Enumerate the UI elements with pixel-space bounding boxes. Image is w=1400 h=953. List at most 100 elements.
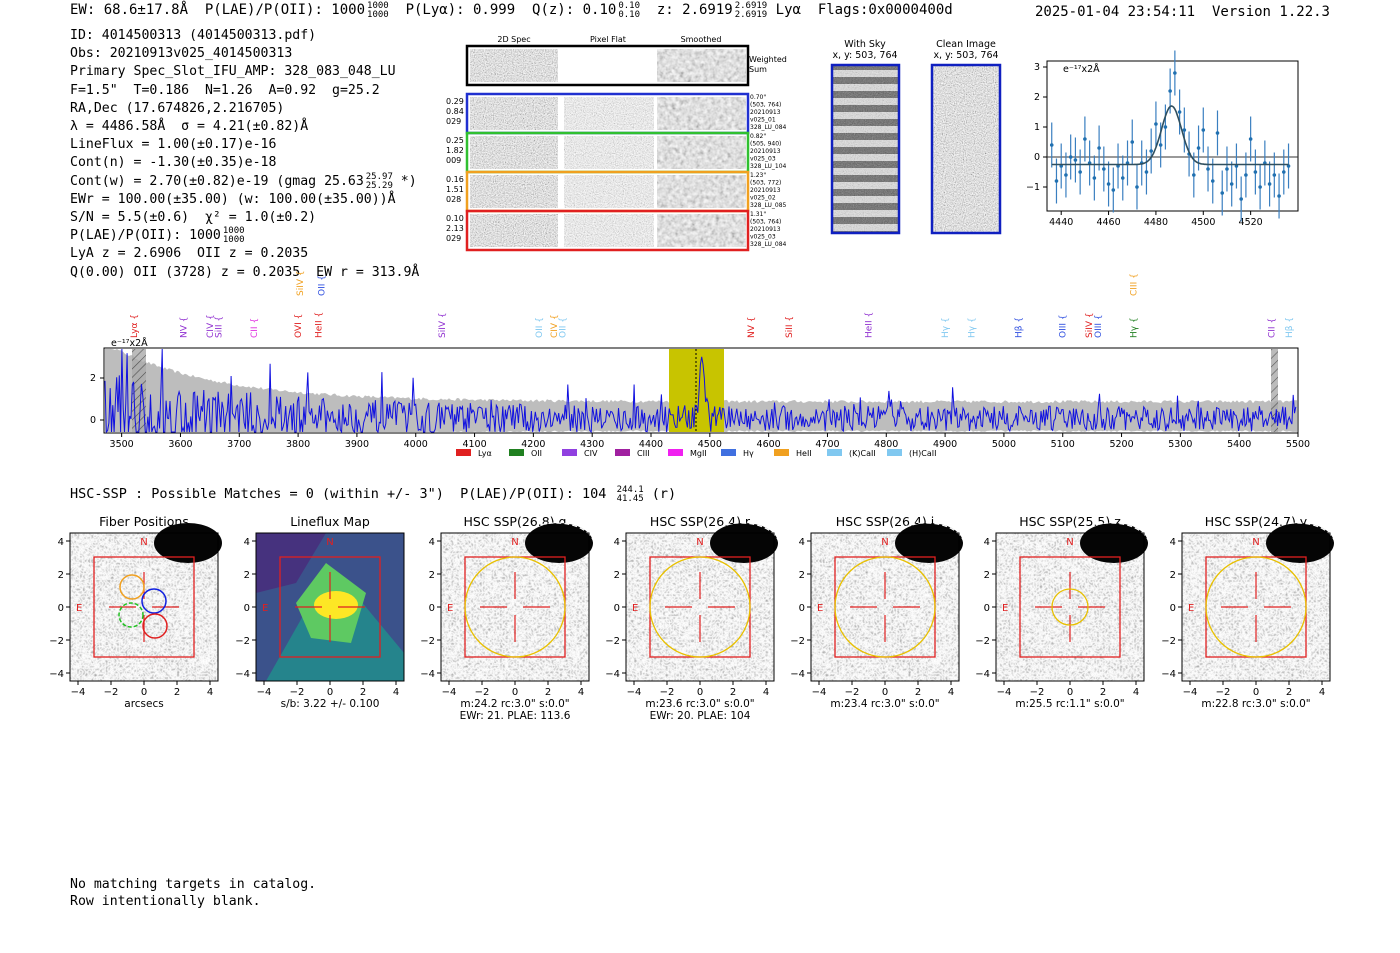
line-fit-model bbox=[1051, 105, 1289, 166]
y-tick-label: −2 bbox=[605, 636, 620, 647]
line-label-text: Hγ { bbox=[941, 317, 951, 338]
x-tick-label: 5500 bbox=[1286, 439, 1310, 450]
data-point bbox=[1229, 182, 1234, 186]
x-tick-label: 3900 bbox=[345, 439, 369, 450]
cutout-right-label: v025_03 bbox=[750, 234, 776, 241]
data-point bbox=[1120, 176, 1125, 180]
x-tick-label: −2 bbox=[845, 687, 860, 698]
panel-caption: m:23.6 rc:3.0" s:0.0" bbox=[645, 698, 754, 710]
data-point bbox=[1201, 128, 1206, 132]
y-tick-label: 2 bbox=[1034, 92, 1040, 103]
detection-info: ID: 4014500313 (4014500313.pdf) Obs: 202… bbox=[70, 27, 419, 282]
line-label-text: Lyα { bbox=[130, 314, 140, 338]
plae-header: P(LAE)/P(OII): 1000 bbox=[204, 2, 366, 18]
line-label-text: CII { bbox=[250, 318, 260, 338]
legend-label: CIII bbox=[637, 449, 650, 458]
legend-swatch bbox=[615, 449, 630, 456]
line-label: OIII { bbox=[1059, 314, 1069, 338]
data-point bbox=[1154, 122, 1158, 126]
x-tick-label: −4 bbox=[812, 687, 827, 698]
info-primary: Primary Spec_Slot_IFU_AMP: 328_083_048_L… bbox=[70, 64, 396, 80]
z-hi: 2.6919 bbox=[734, 1, 768, 11]
line-label-text: SiIV { bbox=[296, 270, 306, 296]
aperture-circle bbox=[1205, 556, 1307, 658]
y-tick-label: 4 bbox=[984, 537, 990, 548]
line-label-text: OVI { bbox=[294, 314, 304, 338]
line-label-text: CIV { bbox=[550, 314, 560, 338]
info-plae: P(LAE)/P(OII): 1000 1000 1000 bbox=[70, 227, 419, 245]
plae-text: P(LAE)/P(OII): 1000 bbox=[70, 228, 221, 244]
y-tick-label: 4 bbox=[244, 537, 250, 548]
header-summary: EW: 68.6±17.8Å P(LAE)/P(OII): 1000 1000 10… bbox=[70, 2, 953, 20]
source-ellipse bbox=[887, 522, 965, 568]
cutout-left-label: 0.84 bbox=[446, 107, 464, 116]
data-point bbox=[1253, 170, 1258, 174]
cutout-left-label: 028 bbox=[446, 195, 461, 204]
plae-lo: 1000 bbox=[367, 10, 389, 20]
y-tick-label: 0 bbox=[58, 603, 64, 614]
legend-label: CIV bbox=[584, 449, 598, 458]
gmag-lo: 25.29 bbox=[365, 180, 393, 191]
line-label: CIII { bbox=[1129, 273, 1139, 296]
legend-label: OII bbox=[531, 449, 542, 458]
panel-caption-2: EWr: 20. PLAE: 104 bbox=[650, 710, 751, 722]
y-tick-label: −4 bbox=[235, 669, 250, 680]
with-sky-frame bbox=[830, 63, 901, 235]
aperture-box bbox=[1019, 556, 1121, 658]
spectrum-unit: e⁻¹⁷x2Å bbox=[111, 337, 148, 349]
x-tick-label: 2 bbox=[360, 687, 366, 698]
panel-title: HSC SSP(26.4) i bbox=[836, 514, 934, 529]
line-label: OIII { bbox=[1094, 314, 1104, 338]
y-tick-label: −2 bbox=[235, 636, 250, 647]
source-ellipse bbox=[517, 522, 595, 568]
x-tick-label: 0 bbox=[1253, 687, 1259, 698]
lineflux-low bbox=[256, 533, 326, 593]
east-marker: E bbox=[1188, 603, 1194, 614]
weighted-label-2: Sum bbox=[749, 65, 767, 74]
cutout-left-label: 029 bbox=[446, 117, 461, 126]
east-marker: E bbox=[817, 603, 823, 614]
ew-value: EW: 68.6±17.8Å bbox=[70, 2, 189, 18]
y-tick-label: 2 bbox=[799, 570, 805, 581]
data-point bbox=[1192, 173, 1196, 177]
x-tick-label: −2 bbox=[1030, 687, 1045, 698]
qz-lo: 0.10 bbox=[618, 10, 640, 20]
clean-image-title: Clean Image bbox=[936, 39, 996, 50]
x-tick-label: −4 bbox=[1183, 687, 1198, 698]
x-tick-label: 2 bbox=[1286, 687, 1292, 698]
info-lineflux: LineFlux = 1.00(±0.17)e-16 bbox=[70, 137, 277, 153]
cutout-left-label: 0.10 bbox=[446, 214, 464, 223]
line-label-text: OII { bbox=[318, 275, 328, 296]
panel-caption-2: EWr: 21. PLAE: 113.6 bbox=[460, 710, 571, 722]
source-ellipse bbox=[1072, 522, 1150, 568]
catalog-message: No matching targets in catalog. Row inten… bbox=[70, 876, 316, 910]
data-point bbox=[1102, 167, 1106, 171]
cutout-right-label: (503, 772) bbox=[750, 180, 781, 187]
cutout-left-label: 1.82 bbox=[446, 146, 464, 155]
x-tick-label: 0 bbox=[512, 687, 518, 698]
data-point bbox=[1149, 149, 1153, 153]
aperture-box bbox=[279, 556, 381, 658]
data-point bbox=[1092, 176, 1097, 180]
x-tick-label: 4500 bbox=[1191, 217, 1215, 228]
y-tick-label: 1 bbox=[1034, 122, 1040, 133]
x-tick-label: −2 bbox=[290, 687, 305, 698]
x-tick-label: 4400 bbox=[639, 439, 663, 450]
cutout-right-label: v025_03 bbox=[750, 156, 776, 163]
x-tick-label: −2 bbox=[660, 687, 675, 698]
info-sn: S/N = 5.5(±0.6) χ² = 1.0(±0.2) bbox=[70, 210, 317, 226]
x-tick-label: 5100 bbox=[1051, 439, 1075, 450]
info-id: ID: 4014500313 (4014500313.pdf) bbox=[70, 28, 317, 43]
line-label-text: Hγ { bbox=[968, 317, 978, 338]
data-point bbox=[1267, 182, 1272, 186]
east-marker: E bbox=[76, 603, 82, 614]
full-spectrum-plot: Lyα {NV {CIV {SiII {CII {OVI {SiIV {OII … bbox=[90, 270, 1310, 458]
line-label: Lyα { bbox=[130, 314, 140, 338]
cutout-right-label: 1.23" bbox=[750, 172, 766, 179]
legend-swatch bbox=[721, 449, 736, 456]
